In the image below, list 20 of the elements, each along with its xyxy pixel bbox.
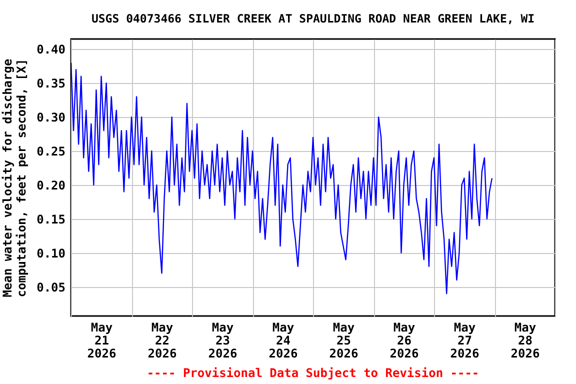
chart-title: USGS 04073466 SILVER CREEK AT SPAULDING ROAD NEAR GREEN LAKE, WI <box>91 12 535 26</box>
x-tick-label: May 22 2026 <box>148 320 177 360</box>
y-tick-label: 0.30 <box>36 110 66 125</box>
y-tick-label: 0.35 <box>36 76 66 91</box>
x-tick-label: May 27 2026 <box>450 320 480 360</box>
x-tick-label: May 26 2026 <box>390 320 419 360</box>
y-tick-label: 0.15 <box>36 212 66 226</box>
y-tick-label: 0.10 <box>36 246 66 260</box>
y-tick-label: 0.05 <box>36 280 66 294</box>
y-tick-label: 0.40 <box>36 42 66 57</box>
x-tick-label: May 24 2026 <box>268 320 298 360</box>
line-series <box>71 62 493 294</box>
x-tick-label: May 21 2026 <box>87 320 116 360</box>
y-tick-label: 0.25 <box>36 144 66 159</box>
y-axis-title: Mean water velocity for discharge computation, feet per second, [X] <box>0 58 29 298</box>
x-tick-label: May 25 2026 <box>329 320 358 360</box>
x-tick-label: May 23 2026 <box>208 320 238 360</box>
y-tick-label: 0.20 <box>36 178 66 192</box>
x-tick-label: May 28 2026 <box>510 320 540 360</box>
text: ---- Provisional Data Subject to Revision ---- <box>146 366 480 380</box>
